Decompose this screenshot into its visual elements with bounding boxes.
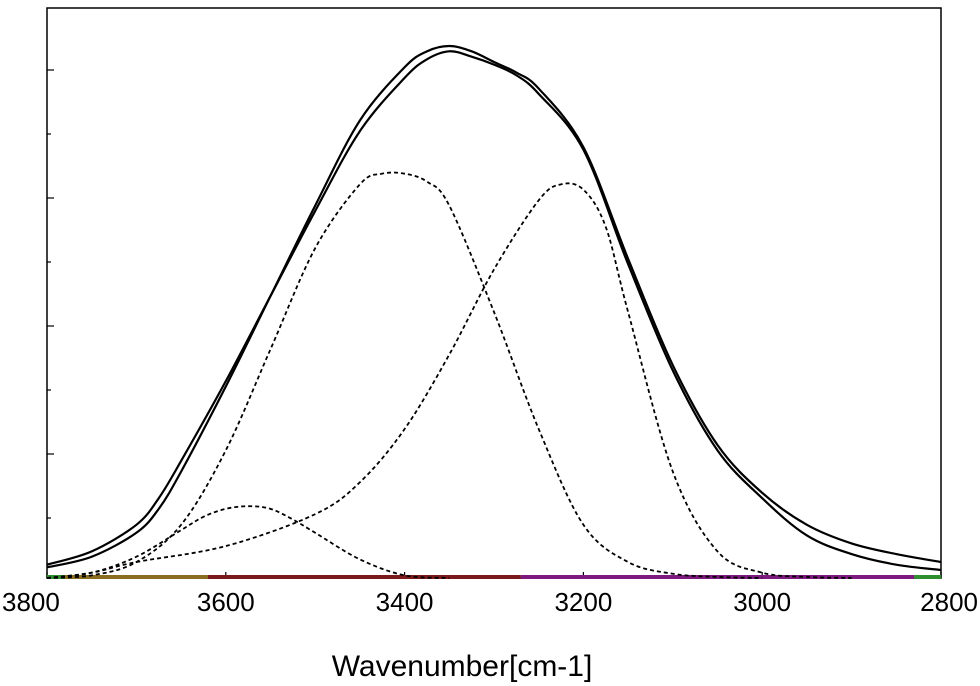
x-tick-label: 3600 [197, 587, 255, 617]
x-tick-label: 3800 [2, 587, 60, 617]
x-tick-label: 3400 [376, 587, 434, 617]
spectrum-line-2 [46, 50, 942, 572]
fitted-component-line-4 [46, 182, 852, 579]
x-tick-label: 3200 [554, 587, 612, 617]
fitted-component-line-5 [46, 505, 450, 579]
plot-border [46, 7, 942, 579]
x-tick-labels: 3800 3600 3400 3200 3000 2800 [2, 587, 978, 617]
series-layer [46, 44, 942, 579]
plot-frame [46, 7, 942, 579]
x-tick-label: 2800 [920, 587, 978, 617]
x-tick-label: 3000 [733, 587, 791, 617]
y-axis-ticks [47, 69, 54, 519]
fitted-component-line-3 [46, 171, 763, 579]
x-axis-title: Wavenumber[cm-1] [332, 650, 593, 683]
spectrum-line-1 [46, 44, 942, 569]
